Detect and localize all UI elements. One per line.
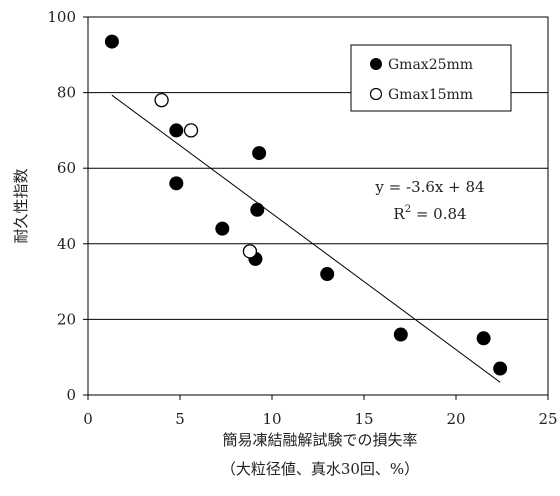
trend-equation: y = -3.6x + 84	[374, 178, 484, 196]
y-tick-label: 80	[57, 84, 76, 102]
y-axis-title: 耐久性指数	[12, 168, 30, 243]
data-point-gmax25	[476, 331, 491, 346]
point-layer	[104, 34, 508, 376]
data-point-gmax15	[183, 123, 199, 138]
y-tick-label: 0	[66, 386, 76, 404]
legend-marker-gmax15	[369, 87, 383, 101]
data-point-gmax15	[154, 93, 169, 108]
x-tick-label: 5	[175, 410, 185, 428]
legend-box	[350, 44, 512, 112]
data-point-gmax25	[393, 327, 408, 342]
x-tick-label: 25	[538, 410, 557, 428]
x-tick-label: 15	[354, 410, 373, 428]
y-tick-label: 20	[57, 310, 76, 328]
r-squared-symbol: R	[393, 205, 405, 223]
trend-line	[111, 94, 501, 383]
x-tick-label: 10	[262, 410, 281, 428]
x-tick-label: 0	[83, 410, 93, 428]
r-squared-superscript: 2	[405, 204, 411, 215]
x-axis-subtitle: （大粒径値、真水30回、%）	[221, 460, 419, 478]
y-tick-label: 60	[57, 159, 76, 177]
grid-layer	[88, 92, 548, 320]
data-point-gmax25	[250, 202, 265, 217]
y-tick-label: 100	[47, 8, 76, 26]
data-point-gmax25	[320, 267, 335, 282]
trend-layer	[111, 94, 501, 383]
y-tick-label: 40	[57, 235, 76, 253]
data-point-gmax15	[242, 244, 258, 259]
legend-marker-gmax25	[370, 58, 382, 70]
data-point-gmax25	[215, 221, 230, 236]
data-point-gmax25	[252, 146, 267, 161]
data-point-gmax25	[169, 176, 184, 191]
legend-label-gmax15: Gmax15mm	[388, 87, 473, 103]
x-tick-label: 20	[446, 410, 465, 428]
legend: Gmax25mm Gmax15mm	[350, 44, 512, 112]
r-squared-label: R2 = 0.84	[393, 204, 466, 223]
data-point-gmax25	[169, 123, 184, 138]
data-point-gmax25	[104, 34, 119, 49]
x-axis-title: 簡易凍結融解試験での損失率	[222, 431, 417, 449]
legend-label-gmax25: Gmax25mm	[388, 57, 473, 73]
data-point-gmax25	[493, 361, 508, 376]
tick-layer: 0 20 40 60 80 100 0 5 10 15 20 25	[47, 8, 557, 428]
r-squared-value: = 0.84	[411, 205, 467, 223]
plot-frame	[87, 16, 549, 396]
